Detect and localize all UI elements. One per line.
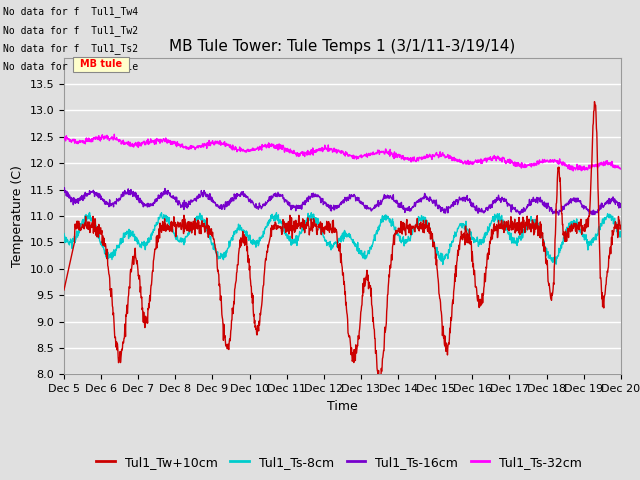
Y-axis label: Temperature (C): Temperature (C) xyxy=(11,165,24,267)
Legend: Tul1_Tw+10cm, Tul1_Ts-8cm, Tul1_Ts-16cm, Tul1_Ts-32cm: Tul1_Tw+10cm, Tul1_Ts-8cm, Tul1_Ts-16cm,… xyxy=(91,451,588,474)
Text: No data for f  Tul1_Ts2: No data for f Tul1_Ts2 xyxy=(3,43,138,54)
Text: MB tule: MB tule xyxy=(80,60,122,69)
Text: No data for f  Tul1_Tw4: No data for f Tul1_Tw4 xyxy=(3,6,138,17)
Title: MB Tule Tower: Tule Temps 1 (3/1/11-3/19/14): MB Tule Tower: Tule Temps 1 (3/1/11-3/19… xyxy=(169,39,516,54)
X-axis label: Time: Time xyxy=(327,400,358,413)
Text: No data for f  Tul1_Tw2: No data for f Tul1_Tw2 xyxy=(3,24,138,36)
Text: No data for f  [MB]tule: No data for f [MB]tule xyxy=(3,61,138,71)
